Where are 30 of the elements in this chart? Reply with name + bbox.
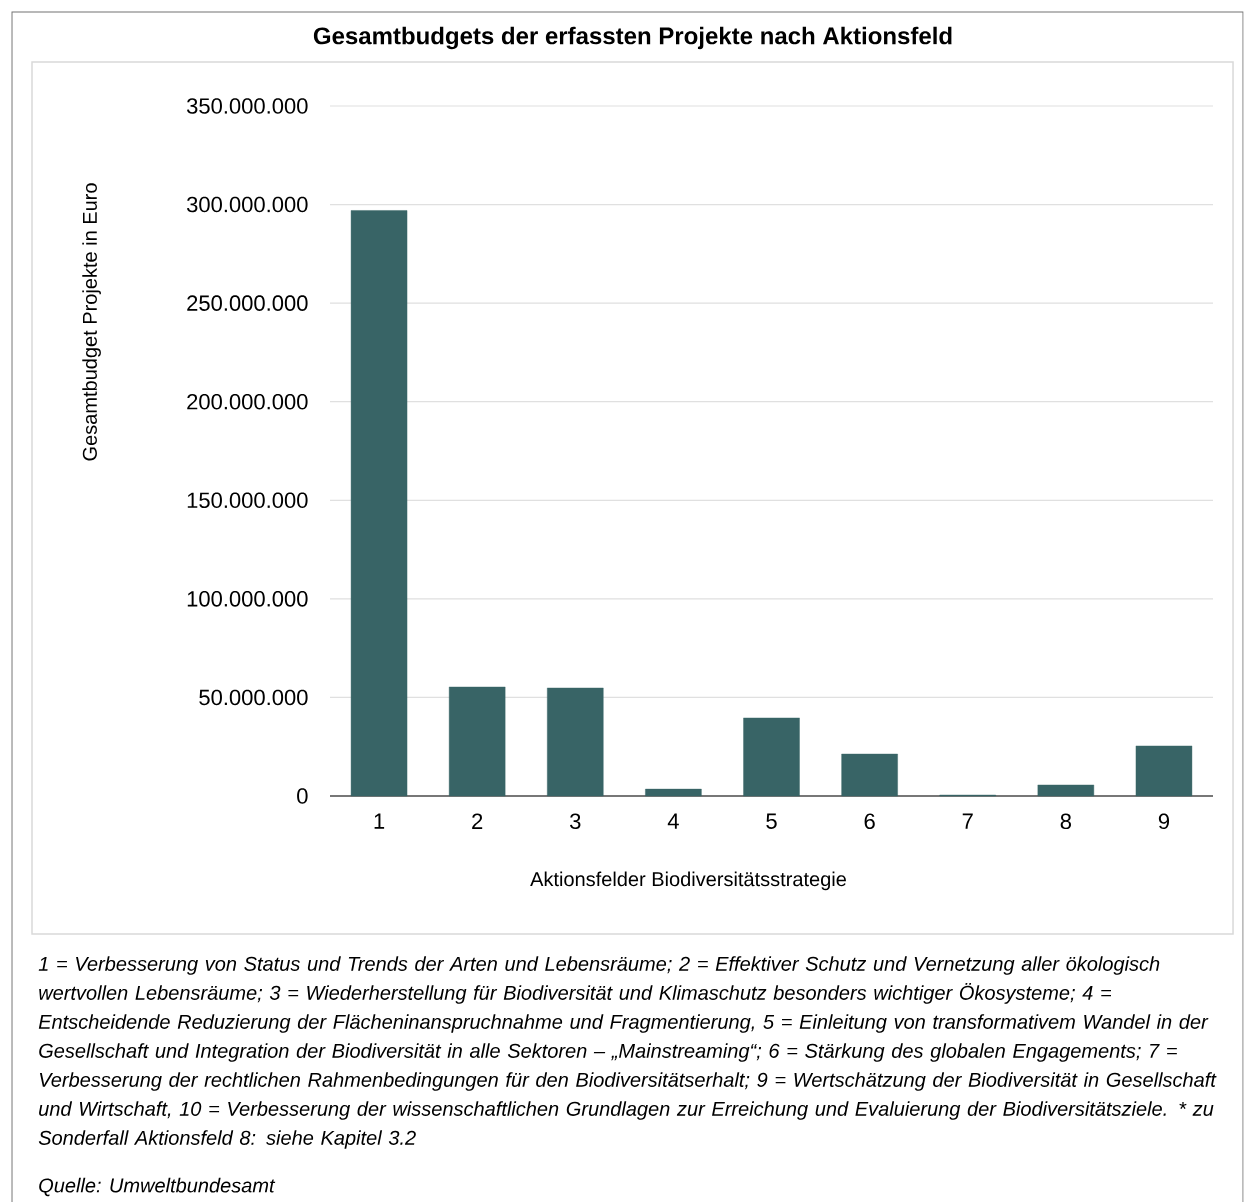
text: 1 = Verbesserung von Status und Trends der Arten und Lebensräume; 2 = Effektiver Schutz und Vernetzung aller ökologisch wertvollen Lebensräume; 3 = Wiederherstellung für Biodiversität und Klimaschutz besonders wichtiger Ökosysteme; 4 = Entscheidende Reduzierung der Flächeninanspruchnahme und Fragmentierung, 5 = Einleitung von transformativem Wandel in der Gesellschaft und Integration der Biodiversität in alle Sektoren – „Mainstreaming“; 6 = Stärkung des globalen Engagements; 7 = Verbesserung der rechtlichen Rahmenbedingungen für den Biodiversitätserhalt; 9 = Wertschätzung der Biodiversität in Gesellschaft und Wirtschaft, 10 = Verbesserung der wissenschaftlichen Grundlagen zur Erreichung und Evaluierung der Biodiversitätsziele. * zu Sonderfall Aktionsfeld 8: siehe Kapitel 3.2: [38, 956, 1217, 1149]
bar: [645, 788, 702, 797]
y-tick-label: 350.000.000: [186, 98, 308, 114]
x-tick-label: 4: [667, 813, 679, 829]
x-tick-label: 2: [472, 813, 483, 829]
x-tick-label: 5: [766, 813, 777, 829]
y-tick-label: 250.000.000: [187, 295, 308, 311]
bar: [350, 210, 408, 797]
x-tick-label: 7: [962, 813, 973, 829]
x-axis-title: Aktionsfelder Biodiversitätsstrategie: [530, 871, 846, 891]
bar: [547, 687, 604, 797]
y-tick-label: 150.000.000: [187, 492, 308, 509]
y-tick-label: 300.000.000: [186, 196, 308, 213]
x-tick-label: 9: [1158, 813, 1170, 830]
y-tick-label: 0: [297, 788, 308, 804]
chart-title: Gesamtbudgets der erfassten Projekte nach Aktionsfeld: [313, 26, 952, 50]
bar: [448, 686, 506, 797]
bar: [1135, 745, 1193, 797]
x-tick-label: 3: [570, 813, 581, 830]
y-tick-label: 50.000.000: [199, 689, 308, 706]
y-tick-label: 200.000.000: [187, 393, 308, 410]
source-note: Quelle: Umweltbundesamt: [39, 1177, 276, 1197]
bar: [841, 753, 898, 797]
x-tick-label: 1: [374, 813, 385, 829]
y-axis-title: Gesamtbudget Projekte in Euro: [82, 183, 101, 461]
y-tick-label: 100.000.000: [187, 591, 308, 607]
bar: [743, 717, 800, 797]
x-tick-label: 8: [1060, 813, 1071, 830]
bar: [1037, 784, 1095, 797]
x-tick-label: 6: [864, 813, 875, 830]
